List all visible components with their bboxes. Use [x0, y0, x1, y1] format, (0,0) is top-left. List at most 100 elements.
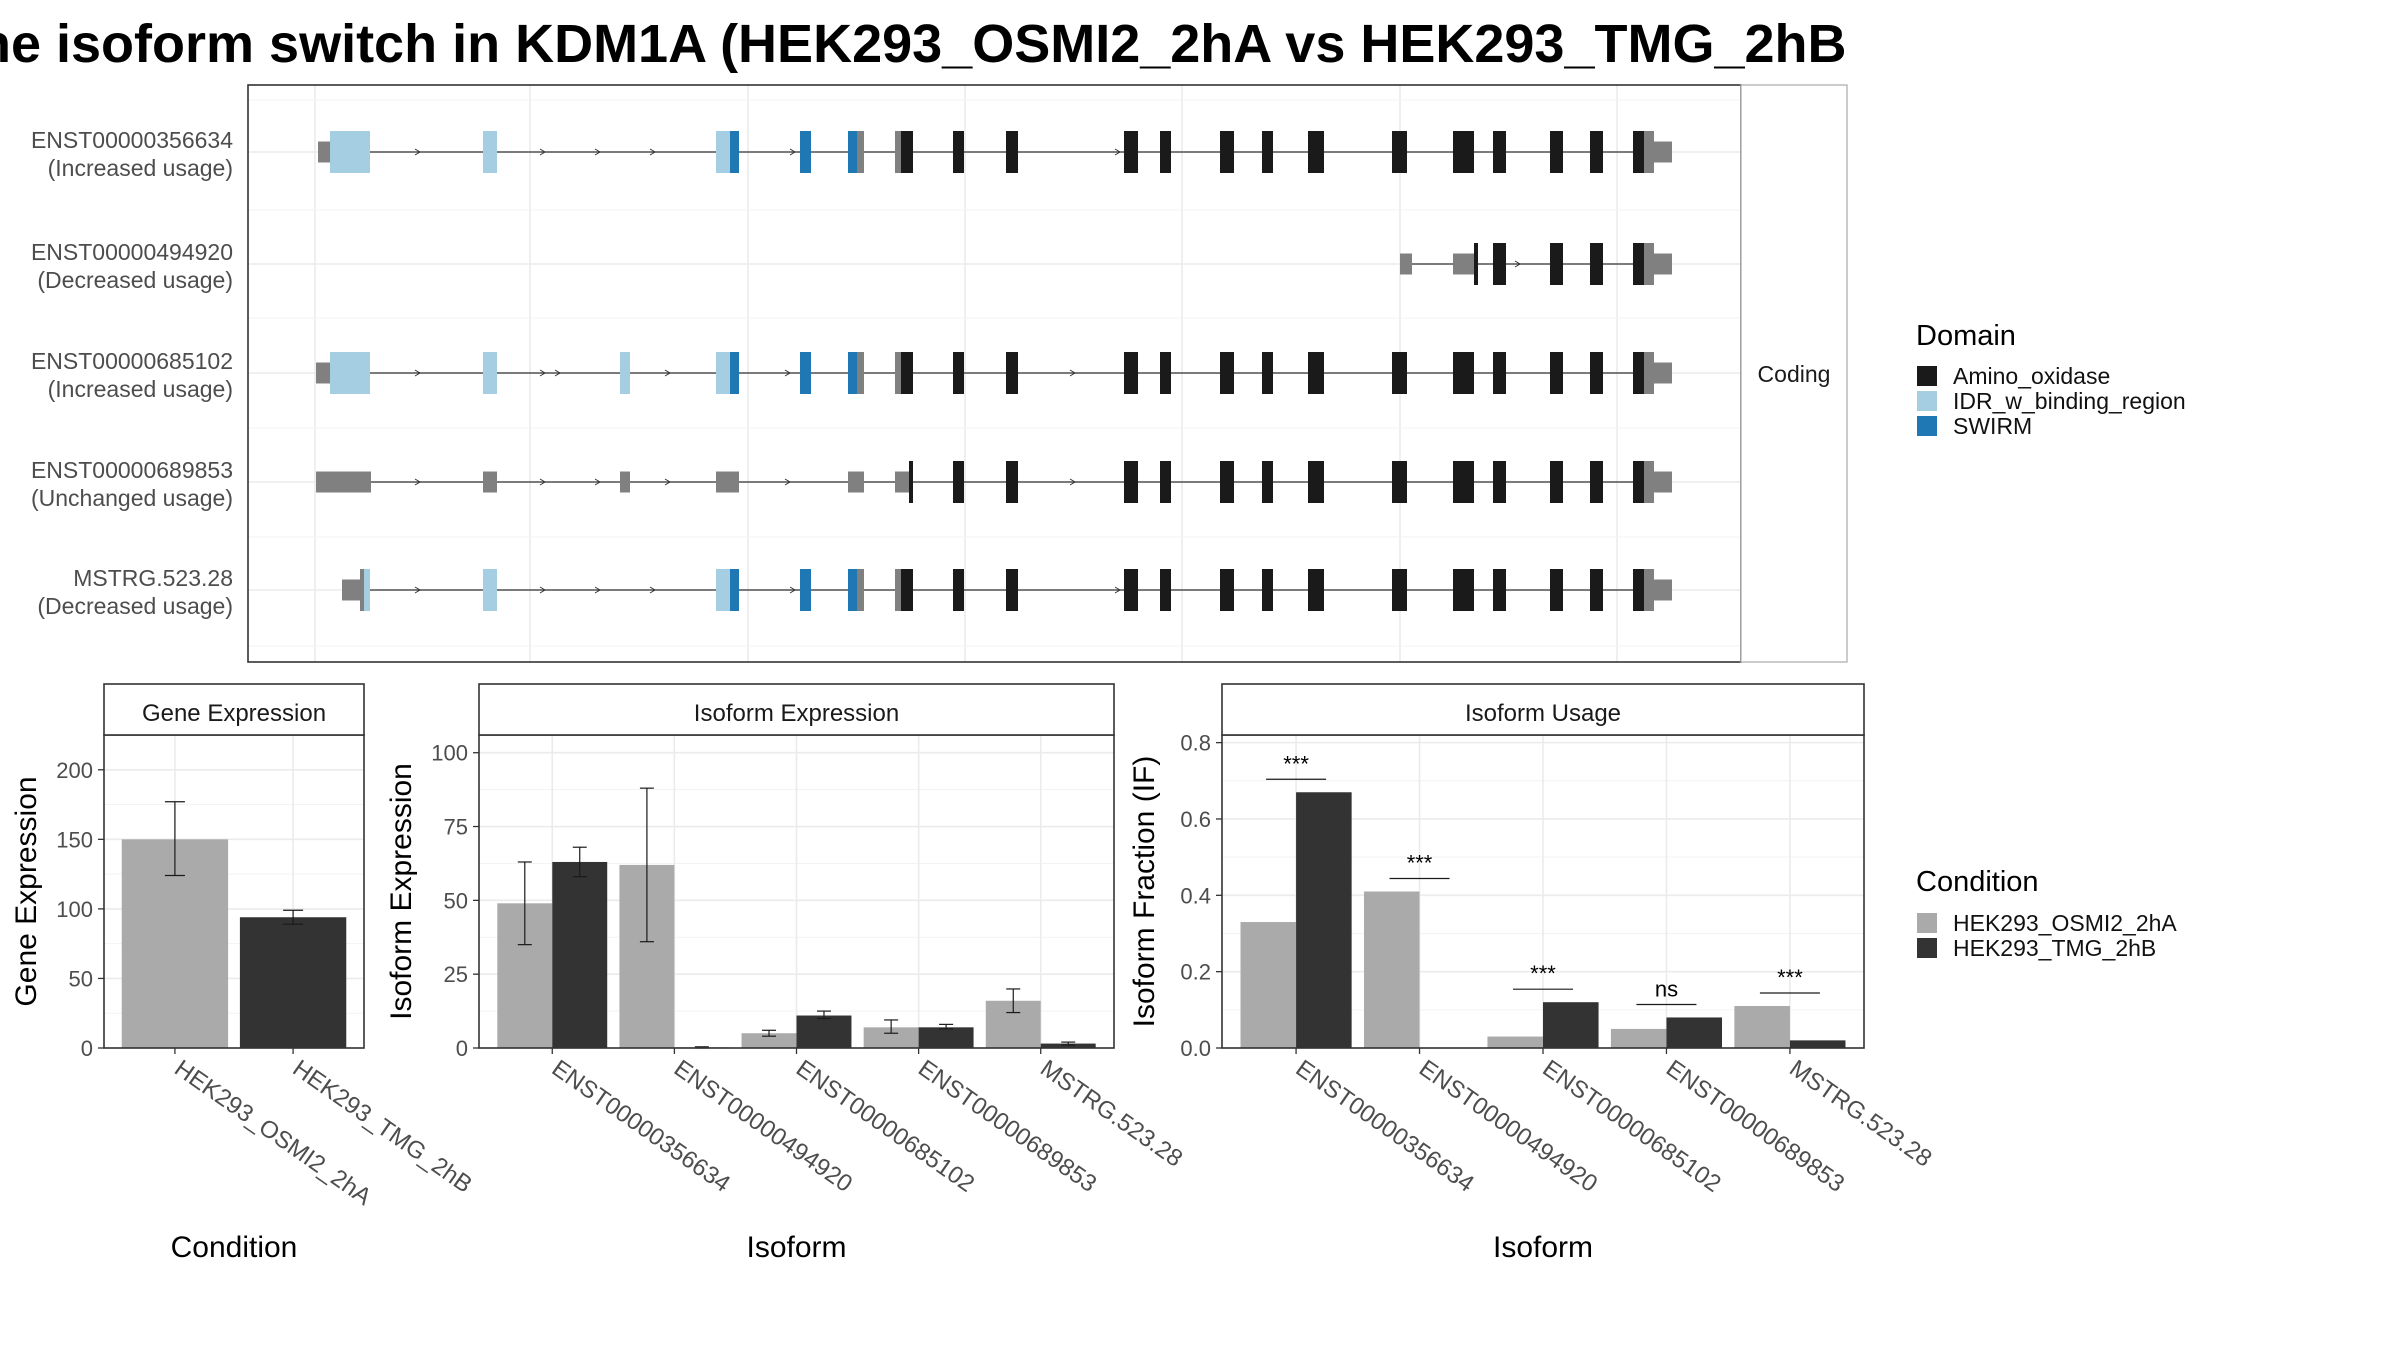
isoform-4-exon: [1493, 461, 1506, 503]
isoform-4-exon: [1006, 461, 1018, 503]
isoform-4-exon: [953, 461, 964, 503]
significance-label: ***: [1283, 751, 1309, 776]
isoform-5-strand-arrow: [414, 586, 421, 594]
isoform-5-exon: [360, 569, 364, 611]
isoform-4-utr: [716, 471, 739, 493]
isoform-1-exon: [1124, 131, 1138, 173]
isoform-usage-label: (Decreased usage): [37, 593, 233, 619]
isoform-3-exon: [1550, 352, 1563, 394]
y-tick-label: 100: [431, 741, 468, 766]
isoform-3-exon: [483, 352, 497, 394]
isoform-4-utr: [483, 471, 497, 493]
isoform-3-utr: [1652, 362, 1672, 384]
bar: [552, 861, 608, 1048]
condition-legend-label: HEK293_TMG_2hB: [1953, 935, 2156, 961]
isoform-1-exon: [953, 131, 964, 173]
bar: [1543, 1002, 1599, 1048]
isoform-1-exon: [848, 131, 857, 173]
isoform-3-exon: [330, 352, 370, 394]
y-tick-label: 25: [444, 962, 468, 987]
isoform-5-exon: [1550, 569, 1563, 611]
y-tick-label: 0.8: [1180, 731, 1211, 756]
isoform-5-exon: [1633, 569, 1644, 611]
isoform-5-strand-arrow: [594, 586, 601, 594]
isoform-5-exon: [1124, 569, 1138, 611]
isoform-5-exon: [857, 569, 864, 611]
condition-legend-swatch: [1917, 913, 1937, 933]
bar: [1363, 891, 1420, 1048]
isoform-5-exon: [1590, 569, 1603, 611]
isoform-id-label: ENST00000689853: [31, 457, 233, 483]
isoform-1-exon: [1006, 131, 1018, 173]
facet-strip-label: Coding: [1758, 361, 1831, 387]
y-axis-title: Isoform Fraction (IF): [1128, 756, 1161, 1028]
bar: [863, 1027, 919, 1048]
isoform-5-exon: [1453, 569, 1474, 611]
y-tick-label: 0.4: [1180, 883, 1211, 908]
isoform-id-label: ENST00000685102: [31, 348, 233, 374]
isoform-3-exon: [730, 352, 739, 394]
isoform-5-exon: [1006, 569, 1018, 611]
isoform-1-exon: [1644, 131, 1654, 173]
isoform-5-exon: [1308, 569, 1324, 611]
bar: [1296, 792, 1352, 1048]
isoform-1-exon: [483, 131, 497, 173]
isoform-2-utr: [1453, 253, 1474, 275]
domain-legend-label: SWIRM: [1953, 413, 2032, 439]
y-tick-label: 50: [444, 888, 468, 913]
isoform-2-utr: [1652, 253, 1672, 275]
domain-legend-swatch: [1917, 416, 1937, 436]
isoform-2-exon: [1590, 243, 1603, 285]
isoform-3-exon: [1160, 352, 1171, 394]
isoform-4-strand-arrow: [539, 478, 546, 486]
facet-strip: [1221, 683, 1865, 736]
isoform-2-exon: [1633, 243, 1644, 285]
isoform-4-exon: [1220, 461, 1234, 503]
isoform-1-exon: [330, 131, 370, 173]
isoform-4-exon: [1160, 461, 1171, 503]
isoform-id-label: MSTRG.523.28: [73, 565, 233, 591]
isoform-3-exon: [1392, 352, 1407, 394]
bar: [1487, 1036, 1543, 1048]
page-title: he isoform switch in KDM1A (HEK293_OSMI2…: [0, 14, 1847, 74]
bar: [1734, 1006, 1790, 1048]
y-tick-label: 0.6: [1180, 807, 1211, 832]
bar: [1789, 1040, 1846, 1048]
isoform-4-exon: [1308, 461, 1324, 503]
condition-legend-swatch: [1917, 938, 1937, 958]
isoform-id-label: ENST00000494920: [31, 239, 233, 265]
isoform-4-exon: [1590, 461, 1603, 503]
isoform-3-exon: [1124, 352, 1138, 394]
isoform-2-exon: [1550, 243, 1563, 285]
isoform-5-exon: [1644, 569, 1654, 611]
isoform-2-exon: [1644, 243, 1654, 285]
significance-label: ns: [1655, 976, 1678, 1001]
isoform-5-exon: [730, 569, 739, 611]
y-axis-title: Gene Expression: [10, 776, 43, 1006]
bar: [796, 1015, 852, 1048]
isoform-5-exon: [800, 569, 811, 611]
y-tick-label: 0.2: [1180, 960, 1211, 985]
y-tick-label: 200: [56, 758, 93, 783]
isoform-1-utr: [1652, 141, 1672, 163]
isoform-usage-label: (Increased usage): [48, 376, 233, 402]
isoform-3-exon: [953, 352, 964, 394]
isoform-4-utr: [895, 471, 909, 493]
x-axis-title: Isoform: [746, 1231, 846, 1264]
isoform-3-strand-arrow: [1069, 369, 1076, 377]
isoform-1-strand-arrow: [594, 148, 601, 156]
isoform-1-strand-arrow: [539, 148, 546, 156]
isoform-3-exon: [848, 352, 857, 394]
isoform-1-exon: [1262, 131, 1273, 173]
facet-strip: [1740, 84, 1848, 663]
isoform-3-exon: [1493, 352, 1506, 394]
isoform-2-exon: [1493, 243, 1506, 285]
bar: [1240, 922, 1297, 1048]
isoform-3-strand-arrow: [554, 369, 561, 377]
isoform-2-exon: [1474, 243, 1478, 285]
isoform-4-exon: [1262, 461, 1273, 503]
isoform-1-exon: [1590, 131, 1603, 173]
isoform-5-exon: [895, 569, 901, 611]
condition-legend-title: Condition: [1916, 866, 2039, 898]
